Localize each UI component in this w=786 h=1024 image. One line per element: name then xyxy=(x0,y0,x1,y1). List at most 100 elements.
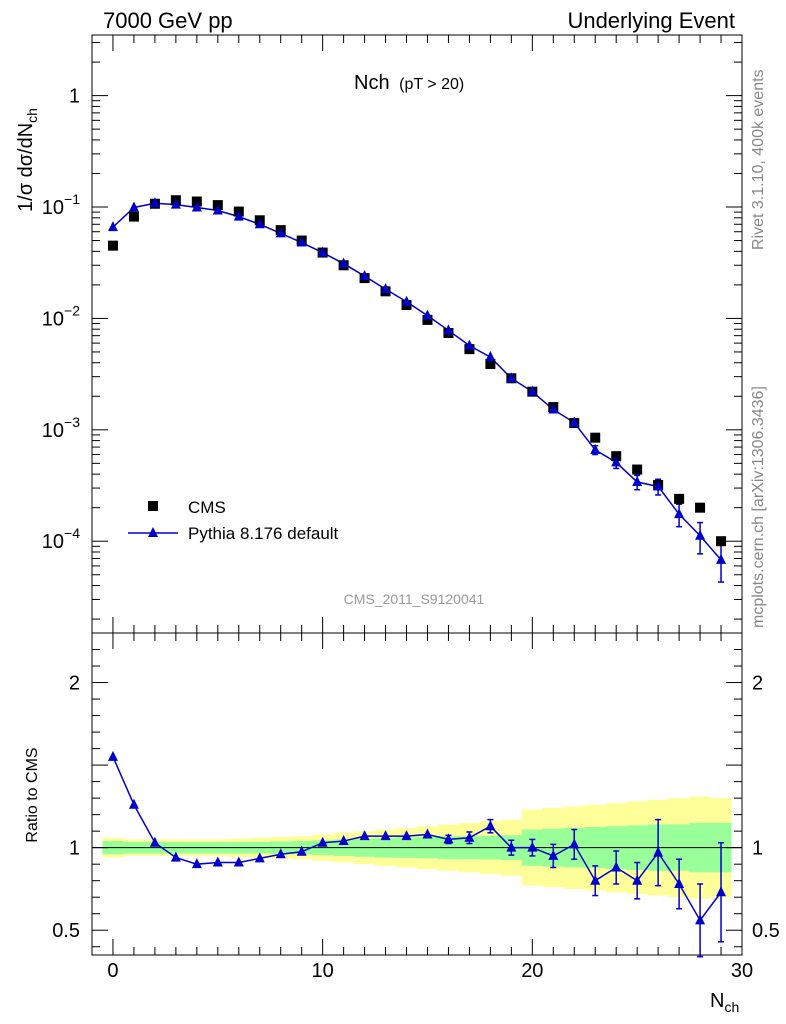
pythia-point xyxy=(527,385,538,396)
ratio-point xyxy=(695,914,706,925)
x-tick-label: 0 xyxy=(107,960,118,982)
pythia-point xyxy=(338,257,349,268)
ratio-point xyxy=(611,861,622,872)
pythia-point xyxy=(380,283,391,294)
ratio-frame xyxy=(91,632,743,956)
pythia-point xyxy=(191,201,202,212)
x-tick-label: 30 xyxy=(731,960,753,982)
main-y-tick-labels: 10−4 10−3 10−2 10−1 1 xyxy=(42,86,80,554)
pythia-point xyxy=(569,416,580,427)
ratio-point xyxy=(527,841,538,852)
cms-point xyxy=(611,451,622,462)
main-y-axis-label: 1/σ dσ/dNch xyxy=(15,108,40,212)
ratio-point xyxy=(275,848,286,859)
ratio-point xyxy=(233,856,244,867)
x-axis-label: Nch xyxy=(710,990,739,1015)
header-left: 7000 GeV pp xyxy=(103,8,233,33)
pythia-point xyxy=(653,480,664,491)
pythia-point xyxy=(485,351,496,362)
ratio-y-tick-label: 2 xyxy=(69,673,80,695)
cms-point xyxy=(674,493,685,504)
ratio-point xyxy=(338,835,349,846)
pythia-point xyxy=(464,339,475,350)
ratio-x-ticks xyxy=(91,633,743,955)
ratio-point xyxy=(380,830,391,841)
pythia-point xyxy=(695,529,706,540)
ratio-y-tick-label-right: 1 xyxy=(752,838,763,860)
pythia-point xyxy=(233,210,244,221)
ratio-y-ticks xyxy=(92,632,742,948)
cms-point xyxy=(632,464,643,475)
pythia-point xyxy=(548,403,559,414)
ratio-y-tick-label-right: 0.5 xyxy=(752,920,780,942)
pythia-point xyxy=(611,456,622,467)
header-right: Underlying Event xyxy=(567,8,735,33)
main-y-tick-label: 10−4 xyxy=(42,525,80,553)
ratio-point xyxy=(443,833,454,844)
ratio-point xyxy=(317,836,328,847)
pythia-point xyxy=(632,476,643,487)
ratio-point xyxy=(128,798,139,809)
pythia-point xyxy=(422,309,433,320)
mcplots-info: mcplots.cern.ch [arXiv:1306.3436] xyxy=(750,386,767,628)
cms-point xyxy=(716,536,727,547)
main-series xyxy=(107,195,727,583)
ratio-y-axis-label: Ratio to CMS xyxy=(24,747,41,842)
ratio-point xyxy=(296,845,307,856)
main-x-ticks xyxy=(91,35,743,633)
ratio-point xyxy=(569,838,580,849)
ratio-point xyxy=(632,874,643,885)
ratio-point xyxy=(590,874,601,885)
ratio-point xyxy=(359,830,370,841)
ratio-y-tick-label-right: 2 xyxy=(752,673,763,695)
ratio-point xyxy=(401,830,412,841)
ratio-point xyxy=(212,856,223,867)
ratio-point xyxy=(485,820,496,831)
legend-cms-marker xyxy=(148,501,158,511)
pythia-point xyxy=(443,324,454,335)
x-tick-label: 20 xyxy=(521,960,543,982)
ratio-y-tick-label: 1 xyxy=(69,838,80,860)
pythia-point xyxy=(296,236,307,247)
ratio-point xyxy=(422,828,433,839)
main-y-ticks xyxy=(92,41,742,620)
ratio-point xyxy=(107,750,118,761)
legend-pythia-marker xyxy=(148,527,158,537)
main-panel: 10−4 10−3 10−2 10−1 1 Nch (pT > 20) CMS_2011… xyxy=(15,34,743,634)
pythia-point xyxy=(317,246,328,257)
main-y-tick-label: 10−3 xyxy=(42,414,80,442)
pythia-point xyxy=(212,204,223,215)
pythia-point xyxy=(254,218,265,229)
cms-point xyxy=(107,240,118,251)
pythia-point xyxy=(506,372,517,383)
watermark: CMS_2011_S9120041 xyxy=(344,591,485,607)
ratio-point xyxy=(506,841,517,852)
x-tick-label: 10 xyxy=(312,960,334,982)
ratio-point xyxy=(464,831,475,842)
ratio-point xyxy=(548,849,559,860)
pythia-point xyxy=(401,295,412,306)
main-y-tick-label: 10−1 xyxy=(42,191,80,219)
ratio-tick-labels: 0.5 0.51 12 20 10 20 30 xyxy=(52,673,780,982)
legend-pythia-label: Pythia 8.176 default xyxy=(188,524,339,543)
pythia-point xyxy=(359,270,370,281)
ratio-point xyxy=(254,852,265,863)
pythia-point xyxy=(590,443,601,454)
main-y-tick-label: 10−2 xyxy=(42,302,80,330)
pythia-point xyxy=(716,553,727,564)
ratio-point xyxy=(170,851,181,862)
cms-point xyxy=(485,358,496,369)
ratio-y-tick-label: 0.5 xyxy=(52,920,80,942)
pythia-point xyxy=(128,201,139,212)
main-frame xyxy=(91,34,743,634)
pythia-point xyxy=(170,198,181,209)
pythia-point xyxy=(275,227,286,238)
ratio-point xyxy=(653,846,664,857)
main-title: Nch (pT > 20) xyxy=(354,72,464,94)
cms-point xyxy=(695,502,706,513)
cms-point xyxy=(128,211,139,222)
main-y-tick-label: 1 xyxy=(69,86,80,108)
pythia-point xyxy=(674,508,685,519)
pythia-point xyxy=(107,221,118,232)
